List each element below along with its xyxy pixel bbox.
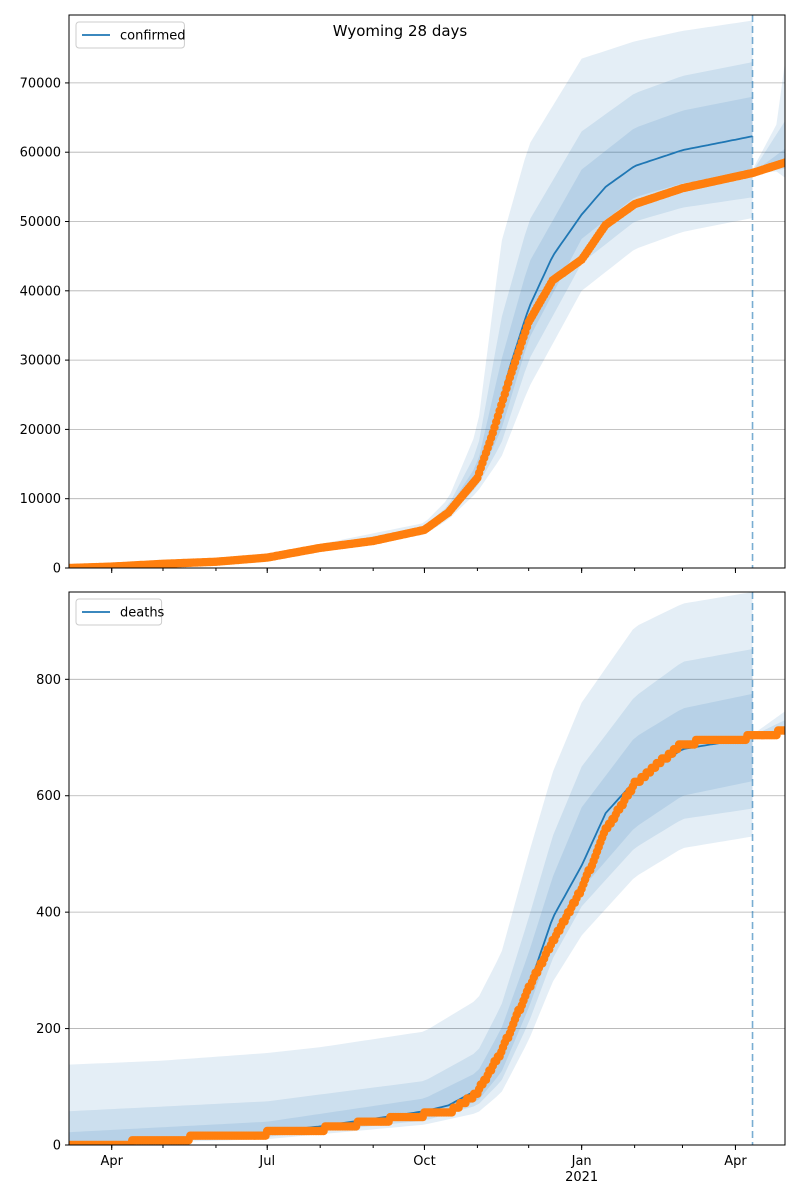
uncertainty-band (69, 693, 753, 1145)
legend-box (75, 598, 163, 626)
observed-point (780, 726, 785, 735)
uncertainty-band-continuation (752, 121, 785, 174)
plot-area (69, 15, 785, 568)
chart-title: Wyoming 28 days (332, 22, 468, 40)
x-tick-label: Jan (571, 1154, 592, 1169)
x-tick-label: Apr (100, 1154, 123, 1169)
axes-frame (68, 591, 786, 1146)
y-tick-label: 200 (36, 1022, 61, 1037)
axes-frame (68, 14, 786, 569)
legend: confirmed (75, 21, 186, 49)
legend-label-confirmed: confirmed (120, 29, 186, 44)
uncertainty-band (69, 96, 753, 568)
x-tick-label: Jul (258, 1154, 275, 1169)
observed-points (69, 158, 785, 568)
uncertainty-band-continuation (752, 62, 785, 178)
y-tick-label: 0 (53, 562, 61, 577)
uncertainty-band (69, 649, 753, 1145)
y-tick-label: 20000 (20, 423, 61, 438)
x-tick-label: Apr (724, 1154, 747, 1169)
chart-panel-confirmed: 0 10000 20000 30000 40000 50000 60000 70000 conf… (20, 14, 786, 577)
uncertainty-band (69, 62, 753, 568)
uncertainty-band (69, 20, 753, 568)
y-tick-label: 50000 (20, 215, 61, 230)
y-tick-label: 40000 (20, 284, 61, 299)
legend-box (75, 21, 185, 49)
legend-label-deaths: deaths (120, 606, 165, 621)
y-tick-label: 70000 (20, 76, 61, 91)
y-tick-label: 10000 (20, 492, 61, 507)
y-tick-label: 0 (53, 1139, 61, 1154)
uncertainty-band (69, 592, 753, 1145)
y-tick-label: 600 (36, 789, 61, 804)
y-tick-label: 400 (36, 906, 61, 921)
observed-point (780, 158, 785, 167)
y-tick-label: 800 (36, 673, 61, 688)
y-tick-label: 60000 (20, 146, 61, 161)
x-tick-label: Oct (413, 1154, 435, 1169)
x-tick-sublabel: 2021 (565, 1170, 598, 1185)
y-tick-label: 30000 (20, 354, 61, 369)
observed-points (69, 726, 785, 1145)
legend: deaths (75, 598, 165, 626)
plot-area (69, 592, 785, 1145)
